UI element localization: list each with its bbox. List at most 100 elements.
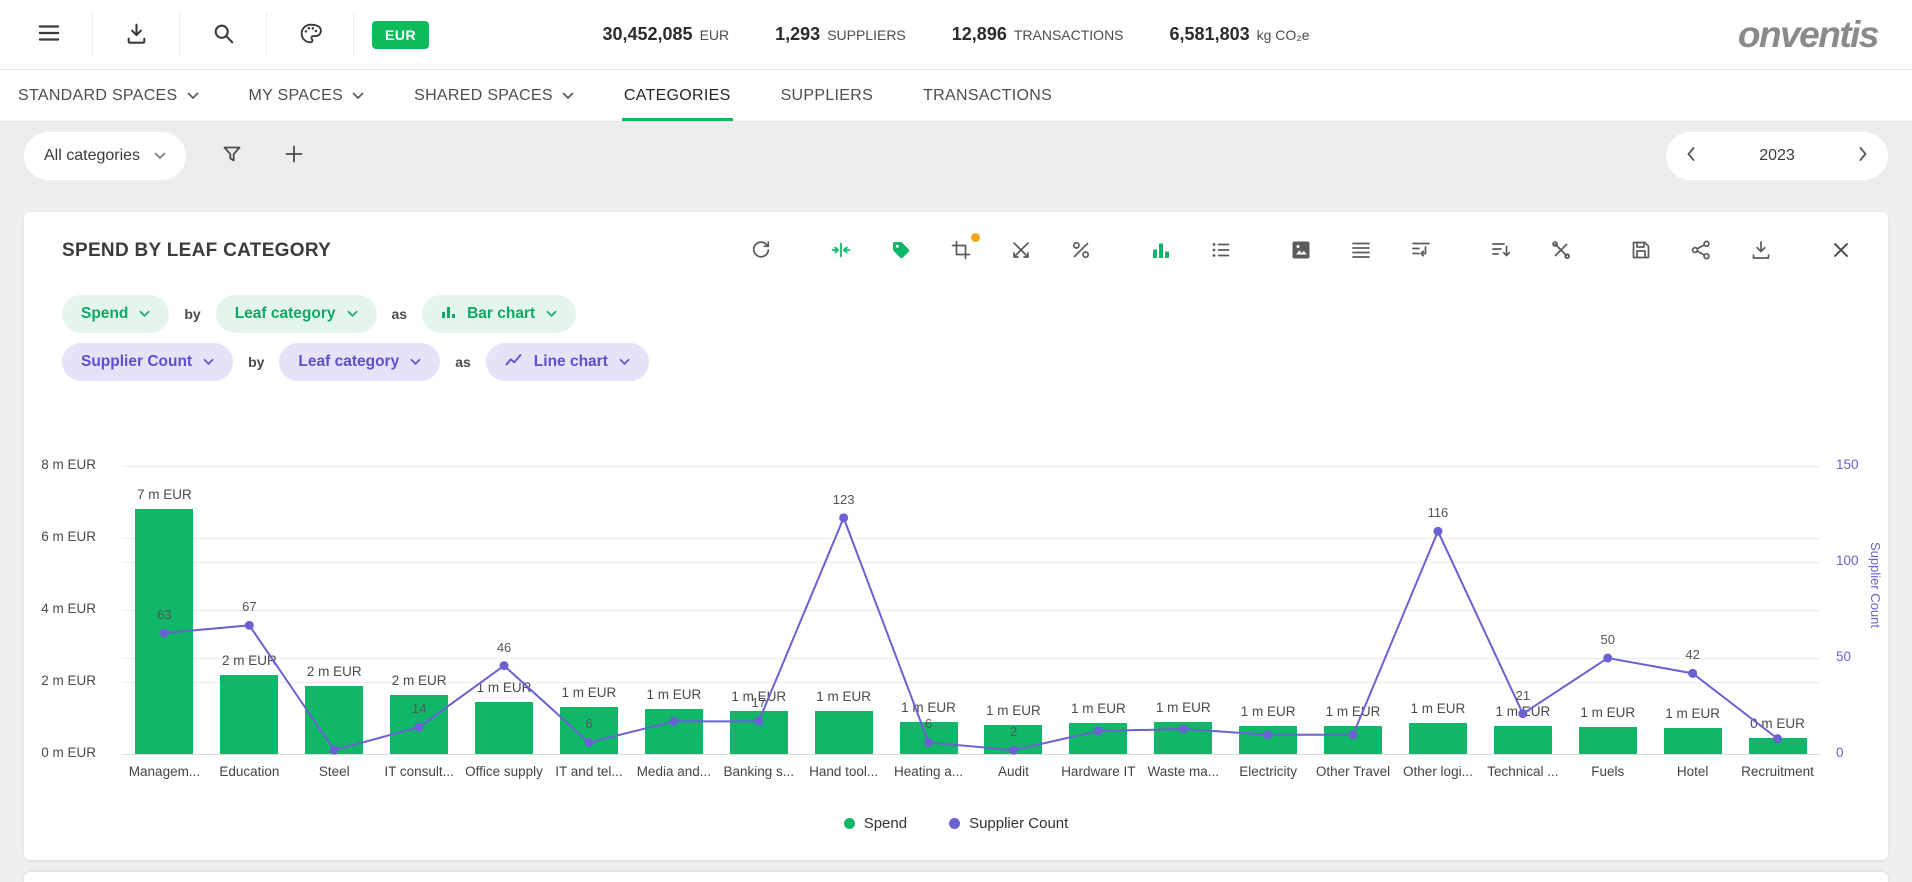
dimension-dropdown[interactable]: Leaf category [279,343,440,381]
chart-type-dropdown[interactable]: Line chart [486,343,649,381]
x-axis-label: Hardware IT [1056,764,1141,779]
bar-chart-view-button[interactable] [1148,238,1174,264]
bar-value-label: 1 m EUR [1645,706,1741,721]
bar-value-label: 1 m EUR [1475,704,1571,719]
stat-total-spend: 30,452,085 EUR [602,24,729,45]
tab-my-spaces[interactable]: MY SPACES [247,70,367,121]
line-point [1688,669,1697,678]
line-point [1433,527,1442,536]
category-filter-dropdown[interactable]: All categories [24,132,186,180]
tab-label: SUPPLIERS [781,87,874,105]
legend-dot-spend [844,818,855,829]
tab-standard-spaces[interactable]: STANDARD SPACES [16,70,201,121]
tab-categories[interactable]: CATEGORIES [622,70,733,121]
stat-value: 1,293 [775,24,820,45]
currency-badge[interactable]: EUR [372,21,429,49]
split-button[interactable] [1008,238,1034,264]
x-axis-label: Other logi... [1396,764,1481,779]
search-icon [211,21,236,49]
stat-value: 6,581,803 [1170,24,1250,45]
chevron-down-icon [352,87,364,105]
stat-value: 12,896 [952,24,1007,45]
list-icon [1209,238,1233,265]
export-download-button[interactable] [1748,238,1774,264]
bar-value-label: 2 m EUR [371,673,467,688]
line-chart-mini-icon [505,353,523,372]
download-button[interactable] [93,0,179,69]
x-axis-label: Electricity [1226,764,1311,779]
legend-item-spend[interactable]: Spend [838,814,913,833]
metric-dropdown[interactable]: Spend [62,295,169,333]
pivot-icon [1409,238,1433,265]
next-year-button[interactable] [1854,142,1872,169]
bar-value-label: 1 m EUR [965,703,1061,718]
theme-button[interactable] [267,0,353,69]
line-value-label: 6 [559,716,619,731]
pivot-button[interactable] [1408,238,1434,264]
menu-button[interactable] [6,0,92,69]
x-axis-label: Media and... [631,764,716,779]
y-axis-tick-left: 2 m EUR [24,673,96,688]
conjunction-by: by [184,306,200,322]
tab-shared-spaces[interactable]: SHARED SPACES [412,70,576,121]
spend-by-leaf-category-widget: SPEND BY LEAF CATEGORY Spend [24,212,1888,860]
config-row-supplier-count: Supplier Count by Leaf category as Line … [62,342,1888,382]
conjunction-as: as [392,306,408,322]
gridline [122,610,1820,611]
x-axis-label: IT consult... [377,764,462,779]
filter-button[interactable] [216,138,248,173]
tab-transactions[interactable]: TRANSACTIONS [921,70,1054,121]
chevron-down-icon [546,305,557,323]
percent-button[interactable] [1068,238,1094,264]
merge-button[interactable] [828,238,854,264]
main-nav: STANDARD SPACES MY SPACES SHARED SPACES … [0,70,1912,122]
image-export-button[interactable] [1288,238,1314,264]
list-view-button[interactable] [1208,238,1234,264]
share-button[interactable] [1688,238,1714,264]
chart-type-dropdown[interactable]: Bar chart [422,295,576,333]
metric-label: Spend [81,305,128,323]
close-widget-button[interactable] [1828,238,1854,264]
tab-label: SHARED SPACES [414,87,553,105]
bar-value-label: 2 m EUR [286,664,382,679]
chart-type-label: Line chart [534,353,608,371]
x-axis-label: Education [207,764,292,779]
line-value-label: 42 [1663,647,1723,662]
tag-button[interactable] [888,238,914,264]
refresh-button[interactable] [748,238,774,264]
spend-bar [730,711,788,754]
sort-button[interactable] [1488,238,1514,264]
stat-value: 30,452,085 [602,24,692,45]
top-bar: EUR 30,452,085 EUR 1,293 SUPPLIERS 12,89… [0,0,1912,70]
spend-bar [1494,726,1552,754]
tab-suppliers[interactable]: SUPPLIERS [779,70,876,121]
line-value-label: 2 [983,724,1043,739]
notification-dot [971,233,980,242]
stat-unit: TRANSACTIONS [1014,27,1124,43]
x-axis-label: Technical ... [1480,764,1565,779]
merge-icon [829,238,853,265]
stat-unit: EUR [700,27,730,43]
widget-title: SPEND BY LEAF CATEGORY [62,240,331,262]
line-point [500,661,509,670]
line-value-label: 14 [389,701,449,716]
chevron-down-icon [347,305,358,323]
dimension-dropdown[interactable]: Leaf category [216,295,377,333]
line-value-label: 63 [134,607,194,622]
share-icon [1689,238,1713,265]
crop-button[interactable] [948,238,974,264]
x-axis-label: Audit [971,764,1056,779]
tab-label: TRANSACTIONS [923,87,1052,105]
line-value-label: 6 [899,716,959,731]
y-axis-tick-right: 0 [1836,745,1844,760]
y-axis-tick-left: 0 m EUR [24,745,96,760]
save-button[interactable] [1628,238,1654,264]
spend-bar [1154,722,1212,754]
table-rows-button[interactable] [1348,238,1374,264]
search-button[interactable] [180,0,266,69]
add-widget-button[interactable] [278,138,310,173]
previous-year-button[interactable] [1682,142,1700,169]
legend-item-supplier-count[interactable]: Supplier Count [943,814,1074,833]
tools-button[interactable] [1548,238,1574,264]
metric-dropdown[interactable]: Supplier Count [62,343,233,381]
